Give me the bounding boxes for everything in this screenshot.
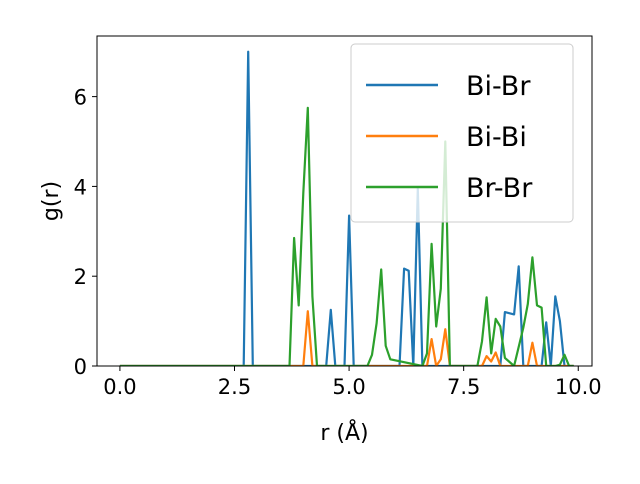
series-line-bi-br [119,50,574,366]
series-line-br-br [119,106,574,366]
legend-label-bi-bi: Bi-Bi [466,122,527,153]
x-tick-label: 10.0 [555,375,602,399]
plot-frame [96,35,593,367]
x-axis-label: r (Å) [320,419,368,446]
x-tick-label: 0.0 [103,375,136,399]
series-lines [119,50,574,366]
legend-box [350,43,574,223]
y-tick-label: 4 [74,175,87,199]
x-tick-label: 7.5 [447,375,480,399]
legend: Bi-Br Bi-Bi Br-Br [350,43,574,223]
x-tick-label: 5.0 [332,375,365,399]
y-tick-label: 6 [74,86,87,110]
y-axis: 0 2 4 6 [74,86,97,379]
y-axis-label: g(r) [39,181,64,221]
x-tick-label: 2.5 [218,375,251,399]
legend-label-br-br: Br-Br [466,173,533,204]
legend-label-bi-br: Bi-Br [466,71,531,102]
x-axis: 0.0 2.5 5.0 7.5 10.0 [103,366,602,399]
y-tick-label: 0 [74,355,87,379]
y-tick-label: 2 [74,265,87,289]
